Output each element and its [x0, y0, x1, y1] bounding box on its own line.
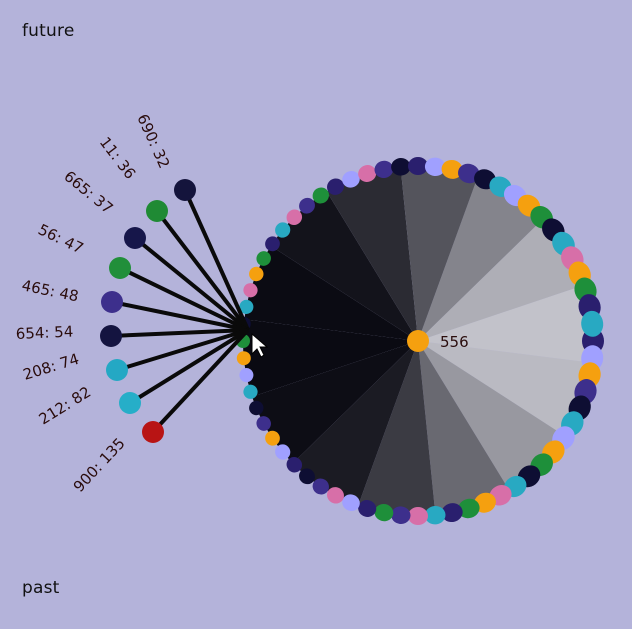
ring-dot [312, 478, 329, 495]
ring-dot [441, 159, 463, 179]
ring-dot [391, 157, 411, 176]
ring-dot [249, 400, 264, 416]
neighbor-node-label: 208: 74 [21, 350, 81, 384]
neighbor-node-label: 690: 32 [133, 111, 173, 171]
spoke-line [119, 266, 249, 332]
ring-dot [265, 236, 280, 252]
ring-dot [312, 187, 329, 204]
neighbor-node[interactable] [142, 421, 164, 443]
fan-wedge [292, 341, 418, 506]
neighbor-node-label: 56: 47 [35, 220, 86, 257]
ring-dot [243, 384, 258, 399]
fan-wedge [418, 176, 544, 341]
ring-dot [286, 209, 303, 226]
ring-dot [239, 299, 254, 314]
neighbor-node[interactable] [101, 291, 123, 313]
ring-dot [458, 498, 480, 519]
fan-wedge [418, 341, 592, 436]
spoke-line [133, 236, 250, 332]
ring-dot [243, 283, 258, 298]
neighbor-node-label: 11: 36 [96, 133, 139, 182]
fan-wedge [358, 341, 436, 516]
ring-dot [239, 368, 254, 383]
fan-wedge [400, 166, 478, 341]
ring-dot [424, 157, 446, 177]
ring-dot [408, 157, 428, 175]
ring-dot [299, 468, 315, 485]
spoke-line [110, 328, 249, 338]
ring-dot [256, 416, 271, 431]
fan-wedge [326, 166, 418, 341]
center-node[interactable] [407, 330, 429, 352]
fan-wedge [418, 341, 510, 516]
neighbor-node-label: 900: 135 [70, 434, 129, 495]
past-label: past [22, 578, 60, 598]
ring-dot [424, 505, 446, 525]
neighbor-node[interactable] [106, 359, 128, 381]
spoke-line [116, 328, 249, 372]
fan-wedge [244, 246, 418, 341]
ring-dot [358, 500, 377, 517]
neighbor-node[interactable] [124, 227, 146, 249]
ring-dot [275, 222, 291, 238]
ring-dot [275, 444, 291, 460]
spoke-lines [110, 189, 250, 434]
fan-wedge [243, 319, 418, 397]
neighbor-node-label: 465: 48 [20, 276, 80, 305]
ring-dot [374, 160, 394, 179]
neighbor-node-label: 212: 82 [36, 383, 94, 429]
ring-dot [327, 487, 344, 504]
fan-wedge [418, 218, 584, 341]
neighbor-node-label: 654: 54 [15, 323, 73, 343]
ring-dot [342, 494, 360, 512]
ring-dot [286, 456, 303, 473]
ring-dot [408, 507, 428, 525]
neighbor-node[interactable] [100, 325, 122, 347]
spoke-line [151, 328, 250, 434]
ring-dot [249, 266, 264, 282]
fan-wedge [252, 341, 418, 464]
mouse-cursor-icon [251, 332, 269, 358]
spoke-line [183, 189, 250, 331]
ring-dot [327, 178, 344, 195]
ring-dot [391, 506, 411, 525]
ring-dot [581, 310, 604, 337]
spoke-line [111, 300, 249, 332]
neighbor-node[interactable] [174, 179, 196, 201]
ring-dot [236, 351, 251, 366]
ring-dot [374, 503, 394, 522]
neighbor-node[interactable] [109, 257, 131, 279]
neighbor-node[interactable] [119, 392, 141, 414]
wedge-fan [243, 166, 593, 516]
future-label: future [22, 21, 75, 41]
fan-wedge [418, 341, 566, 491]
ring-dots [236, 157, 604, 525]
ring-dot [441, 503, 463, 523]
ring-dot [342, 170, 360, 188]
neighbor-node-label: 665: 37 [60, 167, 116, 217]
ring-dot [265, 430, 280, 446]
center-node-label: 556 [440, 333, 469, 351]
ring-dot [358, 165, 377, 182]
ring-dot [256, 251, 271, 266]
spoke-line [128, 328, 250, 405]
ring-dot [299, 197, 315, 214]
fan-wedge [418, 285, 593, 363]
spoke-line [155, 209, 250, 332]
fan-wedge [270, 191, 418, 341]
neighbor-node[interactable] [146, 200, 168, 222]
